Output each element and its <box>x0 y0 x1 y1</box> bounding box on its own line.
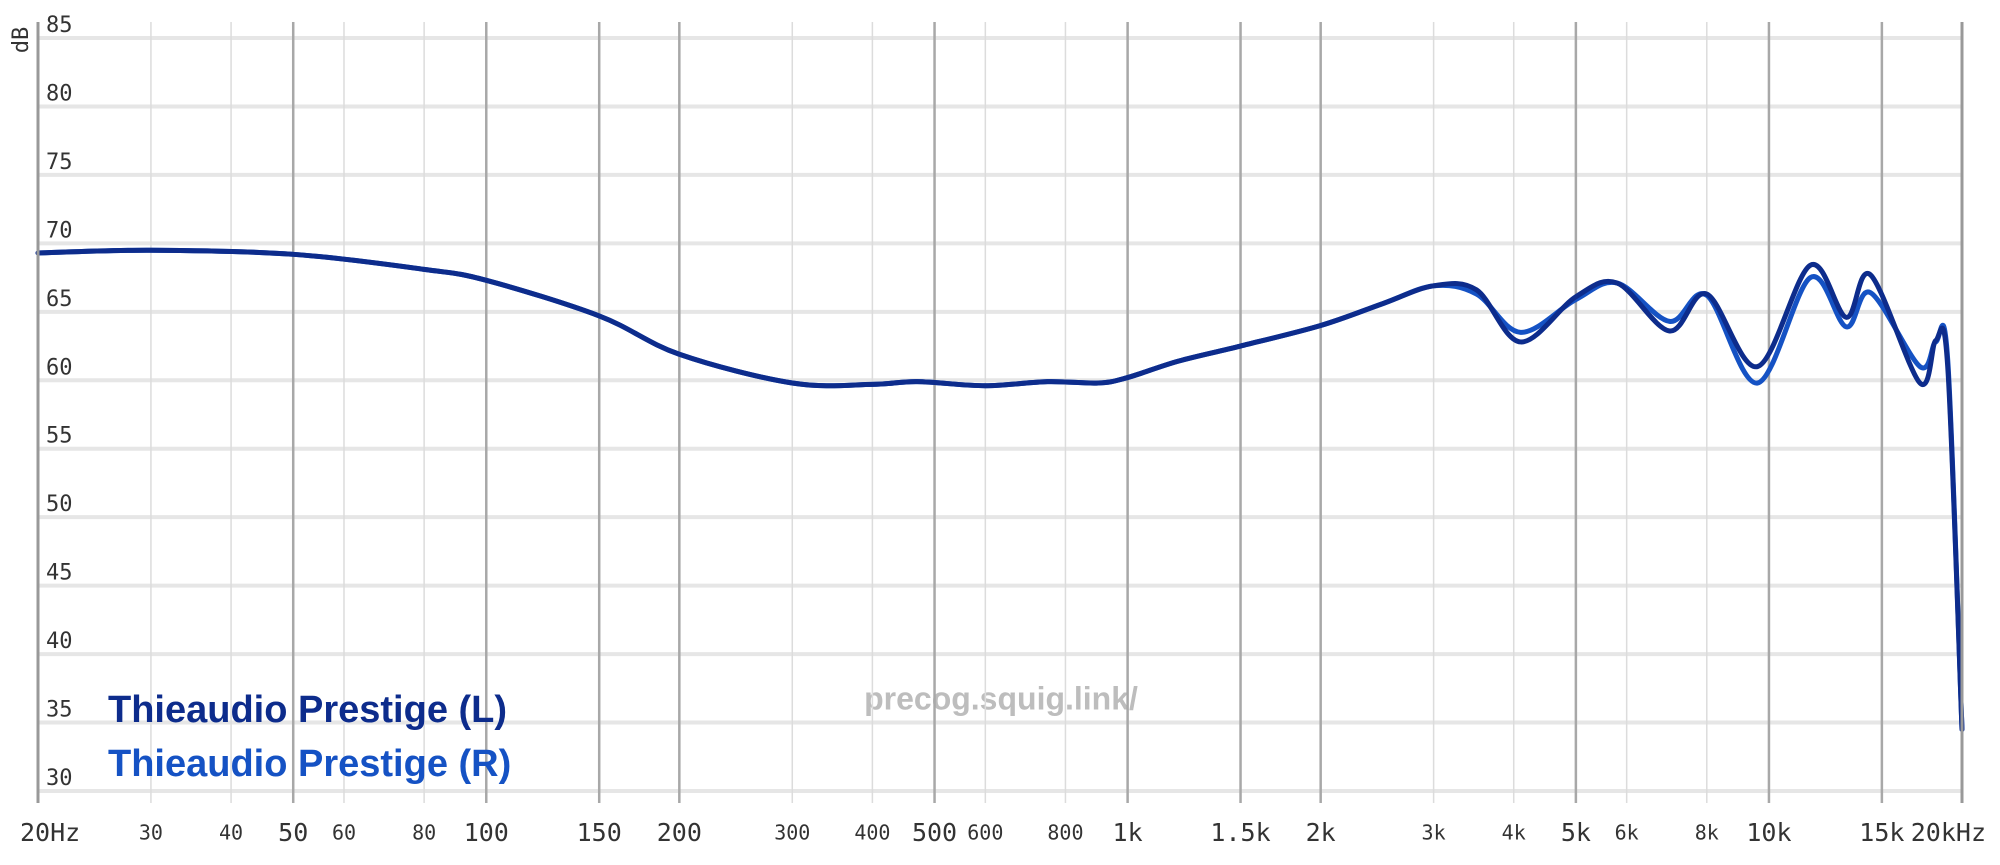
y-tick-label: 50 <box>46 492 73 517</box>
series-line <box>35 247 1965 732</box>
legend-entry: Thieaudio Prestige (L) <box>108 689 507 731</box>
y-tick-label: 55 <box>46 424 73 449</box>
x-tick-label: 8k <box>1695 821 1719 845</box>
y-axis-label: dB <box>9 27 34 54</box>
x-tick-label: 500 <box>912 818 957 847</box>
x-tick-label: 40 <box>219 821 243 845</box>
x-tick-label: 150 <box>577 818 622 847</box>
y-tick-label: 30 <box>46 766 73 791</box>
x-tick-label: 80 <box>412 821 436 845</box>
y-tick-label: 85 <box>46 13 73 38</box>
x-tick-label: 15k <box>1859 818 1904 847</box>
x-tick-label: 50 <box>278 818 308 847</box>
y-tick-label: 80 <box>46 81 73 106</box>
x-tick-label: 1.5k <box>1210 818 1270 847</box>
y-tick-label: 70 <box>46 218 73 243</box>
x-tick-label: 200 <box>657 818 702 847</box>
watermark: precog.squig.link/ <box>864 680 1138 716</box>
x-tick-label: 20kHz <box>1911 818 1986 847</box>
x-tick-label: 6k <box>1615 821 1639 845</box>
x-tick-label: 300 <box>774 821 810 845</box>
y-tick-label: 45 <box>46 561 73 586</box>
x-tick-label: 800 <box>1047 821 1083 845</box>
x-tick-label: 10k <box>1746 818 1791 847</box>
y-tick-label: 65 <box>46 287 73 312</box>
x-tick-label: 2k <box>1306 818 1336 847</box>
series-line <box>35 247 1965 732</box>
y-tick-label: 60 <box>46 355 73 380</box>
x-tick-label: 60 <box>332 821 356 845</box>
x-tick-label: 1k <box>1113 818 1143 847</box>
legend-entry: Thieaudio Prestige (R) <box>108 743 511 785</box>
y-tick-label: 75 <box>46 150 73 175</box>
x-tick-label: 600 <box>967 821 1003 845</box>
x-tick-label: 30 <box>139 821 163 845</box>
x-tick-label: 100 <box>464 818 509 847</box>
x-tick-label: 3k <box>1422 821 1446 845</box>
y-tick-label: 35 <box>46 698 73 723</box>
x-tick-label: 5k <box>1561 818 1591 847</box>
x-tick-label: 20Hz <box>20 818 80 847</box>
y-tick-label: 40 <box>46 629 73 654</box>
x-tick-label: 400 <box>854 821 890 845</box>
x-tick-label: 4k <box>1502 821 1526 845</box>
